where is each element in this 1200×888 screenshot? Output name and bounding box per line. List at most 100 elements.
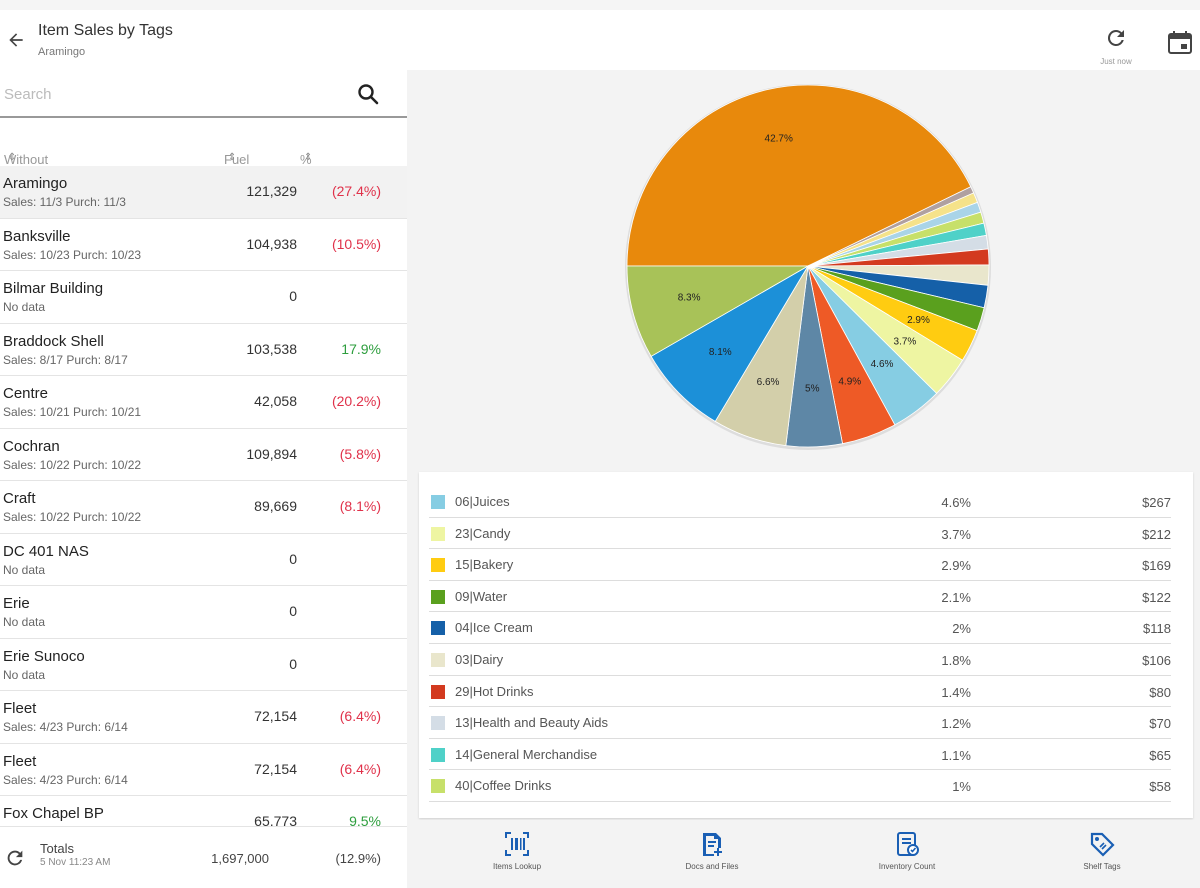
store-fuel: 104,938 (246, 235, 297, 252)
store-dates: Sales: 4/23 Purch: 6/14 (3, 720, 128, 734)
legend-row[interactable]: 04|Ice Cream 2% $118 (429, 612, 1171, 644)
legend-value: $169 (1142, 558, 1171, 574)
legend-percent: 1.4% (941, 684, 971, 700)
totals-label: Totals (40, 841, 74, 856)
store-change: 9.5% (349, 813, 381, 826)
legend-name: 15|Bakery (455, 557, 514, 573)
legend-name: 13|Health and Beauty Aids (455, 715, 608, 731)
totals-change: (12.9%) (335, 851, 381, 866)
pie-slice[interactable] (626, 265, 810, 357)
legend-value: $70 (1149, 716, 1171, 732)
store-dates: No data (3, 562, 46, 577)
legend-swatch (431, 526, 445, 541)
store-row[interactable]: Aramingo Sales: 11/3 Purch: 11/3 121,329 (2… (0, 166, 407, 219)
legend-row[interactable]: 06|Juices 4.6% $267 (429, 486, 1171, 518)
legend-row[interactable]: 03|Dairy 1.8% $106 (429, 644, 1171, 676)
app-window: Item Sales by Tags Aramingo Just now Wit… (0, 10, 1200, 888)
barcode-icon (503, 830, 531, 858)
store-name: Craft (3, 490, 36, 507)
store-name: Erie Sunoco (3, 647, 85, 665)
store-name: Centre (3, 385, 49, 402)
store-row[interactable]: DC 401 NAS No data 0 (0, 534, 407, 586)
pie-slice[interactable] (626, 84, 972, 267)
legend-swatch (431, 621, 445, 636)
store-dates: No data (3, 615, 46, 629)
legend-swatch (431, 716, 445, 731)
store-fuel: 0 (289, 603, 297, 619)
nav-document-add[interactable]: Docs and Files (662, 830, 762, 871)
store-dates: Sales: 10/23 Purch: 10/23 (3, 247, 142, 262)
pie-slice[interactable] (650, 264, 810, 422)
nav-barcode[interactable]: Items Lookup (467, 830, 567, 871)
slice-label: 4.9% (838, 376, 861, 387)
store-fuel: 89,669 (254, 498, 297, 514)
slice-label: 6.6% (757, 377, 780, 388)
refresh-icon[interactable] (4, 847, 26, 869)
bottom-navigation: Items Lookup Docs and Files Inventory Coun… (407, 820, 1200, 888)
legend-name: 04|Ice Cream (455, 620, 533, 636)
store-name: Fox Chapel BP (3, 805, 104, 822)
store-row[interactable]: Fleet Sales: 4/23 Purch: 6/14 72,154 (6.4%) (0, 691, 407, 744)
refresh-icon (1107, 29, 1124, 46)
column-fuel-label: Fuel (224, 152, 250, 167)
store-row[interactable]: Erie No data 0 (0, 586, 407, 639)
store-fuel: 109,894 (246, 445, 297, 462)
calendar-icon (1168, 31, 1192, 54)
store-dates: Sales: 10/22 Purch: 10/22 (3, 510, 142, 524)
store-row[interactable]: Craft Sales: 10/22 Purch: 10/22 89,669 (8.1… (0, 481, 407, 534)
store-row[interactable]: Bilmar Building No data 0 (0, 271, 407, 324)
search-input[interactable] (4, 82, 334, 106)
legend-percent: 1.2% (941, 716, 971, 732)
legend-name: 06|Juices (455, 494, 510, 509)
legend-swatch (431, 495, 445, 509)
slice-label: 3.7% (894, 337, 917, 348)
page-subtitle: Aramingo (38, 46, 86, 58)
legend-list: 06|Juices 4.6% $267 23|Candy 3.7% $212 15|Bake… (419, 472, 1193, 818)
store-name: Cochran (3, 437, 60, 455)
legend-row[interactable]: 13|Health and Beauty Aids 1.2% $70 (429, 707, 1171, 739)
search-icon[interactable] (356, 82, 380, 106)
back-button[interactable] (4, 26, 28, 54)
legend-name: 23|Candy (455, 525, 511, 541)
legend-row[interactable]: 14|General Merchandise 1.1% $65 (429, 739, 1171, 771)
store-row[interactable]: Banksville Sales: 10/23 Purch: 10/23 104,9… (0, 219, 407, 271)
store-row[interactable]: Braddock Shell Sales: 8/17 Purch: 8/17 103… (0, 324, 407, 376)
store-change: (27.4%) (331, 183, 381, 199)
totals-bar: Totals 5 Nov 11:23 AM 1,697,000 (12.9%) (0, 826, 407, 888)
store-row[interactable]: Erie Sunoco No data 0 (0, 639, 407, 691)
store-row[interactable]: Fleet Sales: 4/23 Purch: 6/14 72,154 (6.4%) (0, 744, 407, 796)
legend-percent: 1.1% (941, 747, 971, 763)
nav-inventory[interactable]: Inventory Count (857, 830, 957, 871)
legend-percent: 2% (952, 621, 971, 637)
store-row[interactable]: Centre Sales: 10/21 Purch: 10/21 42,058 (20… (0, 376, 407, 429)
legend-swatch (431, 684, 445, 699)
legend-row[interactable]: 40|Coffee Drinks 1% $58 (429, 770, 1171, 802)
pie-chart-area: 42.7% 2.9% 3.7% 4.6% 4.9% 5% 6.6% 8.1% 8.3% (407, 70, 1200, 470)
store-dates: Sales: 11/3 Purch: 11/3 (3, 195, 126, 209)
nav-tag[interactable]: Shelf Tags (1052, 830, 1152, 871)
pie-chart[interactable]: 42.7% 2.9% 3.7%4.6% 4.9% 5% 6.6% 8.1% 8.3% (407, 70, 1200, 470)
legend-row[interactable]: 23|Candy 3.7% $212 (429, 518, 1171, 550)
store-fuel: 65,773 (254, 813, 297, 826)
legend-row[interactable]: 09|Water 2.1% $122 (429, 581, 1171, 613)
legend-value: $122 (1142, 589, 1171, 605)
calendar-button[interactable] (1166, 30, 1194, 56)
store-row[interactable]: Cochran Sales: 10/22 Purch: 10/22 109,894 (… (0, 429, 407, 481)
legend-swatch (431, 653, 445, 667)
store-change: (8.1%) (339, 498, 381, 514)
legend-swatch (431, 589, 445, 604)
app-header: Item Sales by Tags Aramingo Just now (0, 10, 1200, 70)
legend-row[interactable]: 15|Bakery 2.9% $169 (429, 549, 1171, 581)
refresh-button[interactable]: Just now (1096, 26, 1136, 66)
refresh-label: Just now (1100, 57, 1132, 66)
legend-name: 14|General Merchandise (455, 746, 598, 762)
store-fuel: 72,154 (254, 708, 297, 724)
store-fuel: 0 (289, 550, 297, 567)
sort-icon: ⇕ (228, 152, 237, 163)
store-name: Banksville (3, 227, 71, 245)
legend-row[interactable]: 29|Hot Drinks 1.4% $80 (429, 676, 1171, 708)
store-row[interactable]: Fox Chapel BP 65,773 9.5% (0, 796, 407, 826)
slice-label: 8.1% (709, 347, 732, 358)
store-change: (6.4%) (339, 708, 381, 724)
slice-label: 4.6% (871, 359, 894, 370)
